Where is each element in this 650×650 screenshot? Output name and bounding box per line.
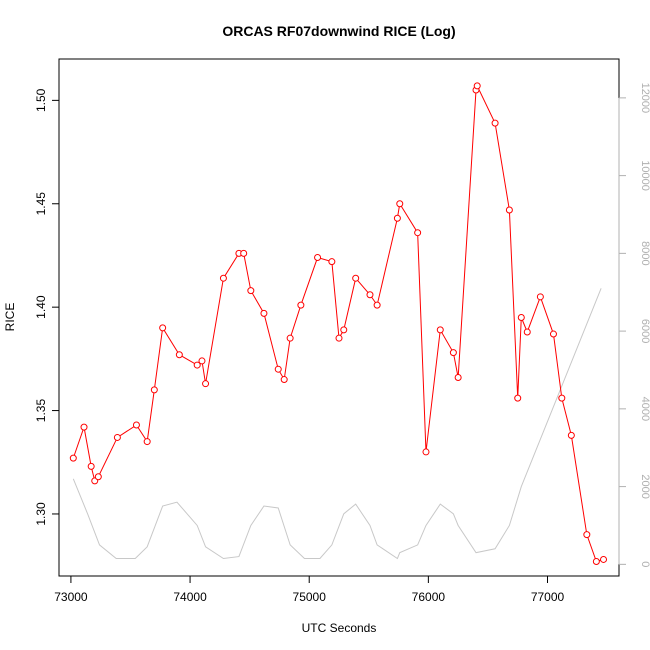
y2-tick-label: 10000 — [639, 160, 650, 191]
rice-point — [505, 206, 513, 214]
x-axis: 73000 74000 75000 76000 77000 — [54, 575, 565, 604]
x-tick-label: 74000 — [173, 590, 207, 604]
rice-point — [150, 386, 158, 394]
y-tick-label: 1.40 — [34, 295, 48, 319]
y2-tick-label: 0 — [639, 561, 650, 567]
rice-point — [352, 274, 360, 282]
altitude-line — [72, 288, 602, 560]
rice-point — [175, 351, 183, 359]
rice-point — [536, 293, 544, 301]
y-tick-label: 1.50 — [34, 88, 48, 112]
rice-point — [473, 82, 481, 90]
rice-point — [583, 531, 591, 539]
rice-point — [600, 555, 608, 563]
right-y-axis: 0 2000 4000 6000 8000 10000 12000 — [618, 83, 650, 567]
rice-point — [567, 431, 575, 439]
rice-point — [514, 394, 522, 402]
rice-point — [454, 373, 462, 381]
rice-point — [240, 249, 248, 257]
rice-point — [198, 357, 206, 365]
chart-title: ORCAS RF07downwind RICE (Log) — [222, 23, 455, 39]
rice-point — [549, 330, 557, 338]
y-tick-label: 1.30 — [34, 502, 48, 526]
rice-point — [274, 365, 282, 373]
y2-tick-label: 2000 — [639, 474, 650, 498]
rice-point — [260, 309, 268, 317]
rice-point — [436, 326, 444, 334]
y2-tick-label: 8000 — [639, 241, 650, 265]
rice-point — [558, 394, 566, 402]
rice-point — [132, 421, 140, 429]
rice-point — [314, 254, 322, 262]
rice-point — [143, 438, 151, 446]
y2-tick-label: 12000 — [639, 83, 650, 114]
rice-point — [328, 258, 336, 266]
y-tick-label: 1.45 — [34, 192, 48, 216]
y-tick-label: 1.35 — [34, 399, 48, 423]
rice-point — [396, 200, 404, 208]
rice-point — [491, 119, 499, 127]
rice-point — [335, 334, 343, 342]
rice-point — [219, 274, 227, 282]
rice-point — [592, 558, 600, 566]
rice-point — [94, 473, 102, 481]
rice-point — [340, 326, 348, 334]
x-tick-label: 76000 — [412, 590, 446, 604]
y2-tick-label: 4000 — [639, 397, 650, 421]
rice-point — [247, 287, 255, 295]
rice-point — [366, 291, 374, 299]
rice-point — [280, 376, 288, 384]
rice-point — [286, 334, 294, 342]
rice-point — [393, 214, 401, 222]
series-layer — [69, 82, 608, 566]
rice-point — [159, 324, 167, 332]
x-tick-label: 75000 — [293, 590, 327, 604]
left-y-axis: 1.30 1.35 1.40 1.45 1.50 — [34, 88, 60, 526]
rice-point — [202, 380, 210, 388]
rice-point — [422, 448, 430, 456]
x-tick-label: 77000 — [531, 590, 565, 604]
y2-tick-label: 6000 — [639, 319, 650, 343]
rice-point — [373, 301, 381, 309]
rice-point — [113, 433, 121, 441]
rice-point — [523, 328, 531, 336]
rice-point — [69, 454, 77, 462]
rice-point — [297, 301, 305, 309]
rice-point — [414, 229, 422, 237]
rice-point — [87, 462, 95, 470]
rice-point — [517, 314, 525, 321]
x-tick-label: 73000 — [54, 590, 88, 604]
rice-point — [449, 349, 457, 357]
rice-point — [80, 423, 88, 431]
rice-point — [193, 361, 201, 369]
x-axis-label: UTC Seconds — [302, 621, 377, 635]
y-axis-label: RICE — [3, 303, 17, 332]
